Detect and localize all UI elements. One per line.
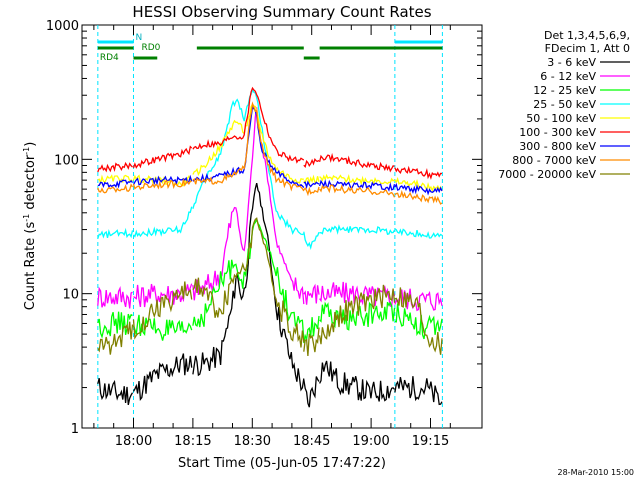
series-line: [192, 103, 304, 184]
series-line: [303, 158, 320, 169]
series-line: [318, 284, 396, 345]
series-line: [133, 283, 193, 308]
series-line: [192, 217, 305, 348]
series-line: [97, 174, 133, 186]
y-tick-label: 1: [71, 422, 79, 437]
y-label-part1: Count Rate (s: [23, 222, 38, 311]
legend: Det 1,3,4,5,6,9, FDecim 1, Att 0 3 - 6 k…: [498, 29, 630, 181]
x-tick-label: 18:30: [234, 434, 271, 449]
series-line: [319, 281, 396, 308]
chart-title: HESSI Observing Summary Count Rates: [132, 3, 431, 21]
footer-timestamp: 28-Mar-2010 15:00: [558, 468, 635, 477]
series-line: [132, 177, 192, 191]
legend-label: 12 - 25 keV: [533, 84, 596, 97]
legend-label: 7000 - 20000 keV: [498, 168, 596, 181]
y-label-part2: detector: [23, 154, 38, 214]
series-line: [303, 231, 320, 250]
series-line: [192, 107, 305, 305]
x-tick-label: 19:15: [412, 434, 449, 449]
series-line: [303, 315, 320, 344]
series-line: [192, 87, 305, 236]
series-line: [97, 378, 134, 406]
x-tick-label: 18:45: [293, 434, 330, 449]
y-axis-label: Count Rate (s-1 detector-1): [22, 142, 38, 311]
y-tick-label: 100: [54, 153, 79, 168]
series-line: [132, 353, 193, 401]
legend-label: 300 - 800 keV: [519, 140, 596, 153]
series-line: [132, 174, 193, 186]
series-line: [394, 288, 443, 312]
series-line: [132, 314, 193, 341]
flag-n-label: N: [135, 33, 142, 43]
series-line: [394, 165, 443, 180]
series-line: [303, 376, 320, 408]
series-line: [132, 281, 193, 340]
gap-lines: [97, 25, 443, 428]
series-line: [394, 176, 443, 193]
legend-label: 50 - 100 keV: [526, 112, 596, 125]
series-line: [303, 283, 320, 305]
legend-label: 3 - 6 keV: [547, 56, 596, 69]
legend-label: 6 - 12 keV: [540, 70, 596, 83]
series-line: [318, 152, 395, 173]
series-line: [132, 145, 193, 169]
plot-frame: [81, 24, 483, 429]
y-tick-label: 1000: [46, 19, 79, 34]
series-line: [319, 224, 396, 235]
series-line: [97, 311, 133, 339]
x-tick-label: 18:00: [115, 434, 152, 449]
series-line: [394, 287, 443, 355]
series-line: [394, 182, 443, 196]
flag-rd4-label: RD4: [100, 53, 119, 63]
series-line: [394, 189, 443, 205]
series-line: [133, 206, 193, 238]
series-line: [192, 86, 305, 164]
series-line: [394, 303, 443, 340]
series-line: [97, 286, 133, 309]
y-label-sup1: -1: [22, 214, 31, 222]
series-line: [97, 321, 134, 355]
series-line: [303, 327, 320, 357]
x-tick-label: 19:00: [352, 434, 389, 449]
series-line: [303, 180, 320, 190]
series-line: [319, 184, 396, 198]
series-line: [192, 182, 305, 392]
y-label-sup2: -1: [22, 147, 31, 155]
series-layer: [97, 86, 443, 408]
legend-label: 25 - 50 keV: [533, 98, 596, 111]
series-line: [303, 174, 320, 185]
series-line: [97, 161, 133, 173]
x-axis-label: Start Time (05-Jun-05 17:47:22): [178, 456, 386, 471]
series-line: [394, 376, 443, 406]
series-line: [192, 217, 305, 340]
series-line: [319, 301, 396, 331]
series-line: [97, 183, 134, 194]
series-line: [192, 101, 305, 192]
legend-label: 800 - 7000 keV: [512, 154, 596, 167]
series-line: [319, 173, 395, 186]
series-line: [303, 186, 320, 197]
flag-rd0-label: RD0: [141, 43, 160, 53]
x-axis: 18:00 18:15 18:30 18:45 19:00 19:15: [93, 25, 451, 449]
y-tick-label: 10: [62, 288, 79, 303]
series-line: [394, 228, 443, 239]
legend-title-line2: FDecim 1, Att 0: [545, 42, 630, 55]
x-tick-label: 18:15: [174, 434, 211, 449]
y-label-part3: ): [23, 142, 38, 147]
series-line: [97, 227, 134, 239]
series-line: [319, 360, 395, 402]
legend-label: 100 - 300 keV: [519, 126, 596, 139]
series-line: [97, 179, 134, 189]
y-axis: 1 10 100 1000: [46, 19, 482, 437]
legend-title-line1: Det 1,3,4,5,6,9,: [544, 29, 630, 42]
